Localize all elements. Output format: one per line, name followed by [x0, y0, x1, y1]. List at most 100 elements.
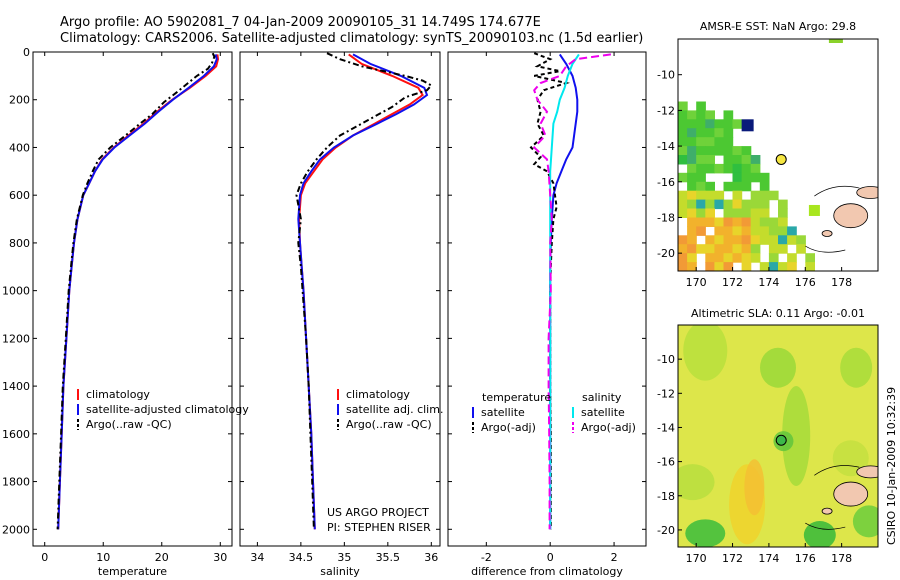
sst-cell — [768, 253, 779, 263]
sst-cell — [732, 253, 743, 263]
difference-legend-label: Argo(-adj) — [481, 421, 536, 434]
sst-cell — [778, 235, 788, 245]
sst-cell — [741, 226, 752, 236]
sst-cell — [678, 155, 688, 165]
sst-cell — [732, 181, 743, 192]
sst-cell — [696, 119, 706, 129]
sst-cell — [696, 146, 706, 156]
sst-cell — [787, 262, 797, 271]
sst-cell — [714, 128, 725, 138]
island-landmass — [821, 507, 833, 515]
sla-anomaly-patch — [852, 505, 878, 538]
difference-panel: -2 0 2 difference from climatology tempera… — [447, 51, 647, 578]
sst-cell — [696, 172, 706, 183]
sla-anomaly-patch — [678, 464, 715, 501]
salinity-xtick-label: 36 — [424, 551, 438, 564]
temperature-ytick-label: 400 — [9, 141, 30, 154]
sst-cell — [723, 253, 734, 263]
sst-cell — [696, 226, 706, 236]
sst-cell — [696, 208, 706, 218]
sst-cell — [759, 199, 770, 210]
island-landmass — [821, 230, 833, 237]
sst-cell — [750, 226, 761, 236]
credit-line1: US ARGO PROJECT — [327, 506, 429, 519]
sst-cell — [687, 190, 697, 201]
sst-cell — [750, 163, 761, 174]
sst-cell — [687, 235, 697, 245]
sla-anomaly-patch — [685, 519, 726, 547]
sst-cell — [714, 137, 725, 147]
temperature-ytick-label: 0 — [23, 46, 30, 59]
sst-cell — [732, 226, 743, 236]
temperature-ytick-label: 1200 — [2, 332, 30, 345]
difference-series-salinity-argo-adj- — [532, 53, 612, 530]
sst-cell — [678, 128, 688, 138]
sst-cell — [687, 208, 697, 218]
sst-cell — [705, 137, 715, 147]
sst-cell — [732, 199, 743, 210]
sst-cell — [714, 199, 725, 210]
temperature-ytick-label: 2000 — [2, 523, 30, 536]
sst-cell — [723, 137, 734, 147]
difference-xtick-label: -2 — [481, 551, 492, 564]
sst-cell — [778, 199, 788, 210]
sla-anomaly-patch — [760, 347, 796, 388]
sst-cell — [808, 204, 820, 216]
sst-cell — [696, 128, 706, 138]
sst-cell — [741, 172, 752, 183]
salinity-xtick-label: 34 — [250, 551, 264, 564]
sla_map-xtick-label: 176 — [795, 552, 816, 565]
sst-cell — [723, 262, 734, 271]
sst_map-ytick-label: -18 — [657, 211, 675, 224]
sst-cell — [696, 155, 706, 165]
sla_map-xtick-label: 170 — [686, 552, 707, 565]
sst-cell — [678, 244, 688, 254]
side-timestamp-label: CSIRO 10-Jan-2009 10:32:39 — [885, 387, 898, 545]
sst-cell — [778, 244, 788, 254]
sla-map-panel: Altimetric SLA: 0.11 Argo: -0.01 170 172 1… — [657, 307, 879, 565]
sla_map-ytick-label: -20 — [657, 524, 675, 537]
sst-cell — [687, 155, 697, 165]
sst-cell — [687, 262, 697, 271]
sst-cell — [750, 199, 761, 210]
sst-cell — [741, 235, 752, 245]
difference-xtick-label: 2 — [611, 551, 618, 564]
sst-cell — [759, 262, 770, 271]
sst-cell — [705, 244, 715, 254]
sst-cell — [678, 119, 688, 129]
sst-cell — [714, 217, 725, 227]
sst-cell — [714, 163, 725, 174]
sst-cell — [759, 181, 770, 192]
salinity-xtick-label: 35.5 — [376, 551, 401, 564]
difference-legend-label: satellite — [581, 406, 625, 419]
sst-cell — [796, 235, 806, 245]
sst-cell — [696, 217, 706, 227]
sst-cell — [732, 235, 743, 245]
sst-cell — [741, 119, 754, 132]
island-landmass — [856, 465, 878, 479]
sst-cell — [696, 190, 706, 201]
reef-contour — [805, 465, 860, 530]
sst-map-title: AMSR-E SST: NaN Argo: 29.8 — [700, 20, 856, 33]
difference-legend-heading: temperature — [482, 391, 551, 404]
sst-cell — [696, 199, 706, 210]
difference-xtick-label: 0 — [547, 551, 554, 564]
sst-cell — [705, 119, 715, 129]
sst-cell — [741, 253, 752, 263]
temperature-xtick-label: 30 — [213, 551, 227, 564]
temperature-axes-frame — [32, 51, 233, 547]
sst-cell — [696, 101, 706, 111]
sst-cell — [687, 119, 697, 129]
salinity-legend-label: climatology — [346, 388, 410, 401]
temperature-ytick-label: 1400 — [2, 380, 30, 393]
sst_map-ytick-label: -10 — [657, 69, 675, 82]
sst-cell — [778, 217, 788, 227]
sst-cell — [805, 253, 815, 263]
sst-cell — [705, 155, 715, 165]
sst-cell — [678, 172, 688, 183]
sla_map-ytick-label: -10 — [657, 353, 675, 366]
sst-cell — [759, 235, 770, 245]
sst-cell — [778, 226, 788, 236]
salinity-xtick-label: 34.5 — [289, 551, 314, 564]
